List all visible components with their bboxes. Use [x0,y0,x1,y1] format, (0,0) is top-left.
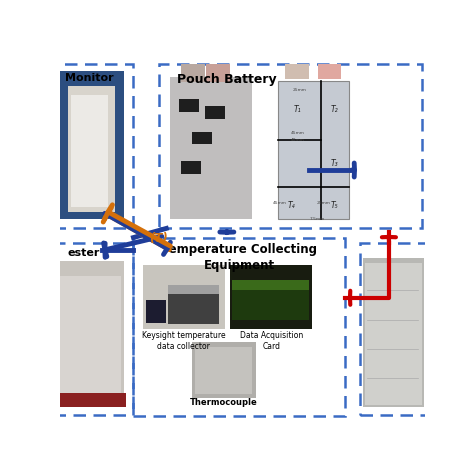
Bar [133,237,345,416]
Bar [181,161,201,173]
Bar [61,276,121,404]
Bar [72,95,108,207]
Bar [179,99,199,112]
Bar [192,342,255,398]
Text: (T): (T) [149,232,168,245]
Text: Monitor: Monitor [65,73,114,83]
Text: T₃: T₃ [330,159,338,168]
Bar [159,64,422,228]
Bar [285,64,309,79]
Bar [53,243,133,415]
Text: 45mm: 45mm [291,131,305,135]
Bar [360,243,429,415]
Text: Temperature Collecting
Equipment: Temperature Collecting Equipment [162,243,317,272]
Text: ester: ester [68,248,100,258]
Text: T₄: T₄ [288,201,295,210]
Bar [278,81,349,219]
Bar [230,265,312,329]
Text: T₂: T₂ [330,105,338,114]
Bar [57,261,124,407]
Text: Data Acquisition
Card: Data Acquisition Card [240,331,303,351]
Text: 7.5mm: 7.5mm [310,217,325,220]
Bar [143,265,225,329]
Text: Pouch Battery: Pouch Battery [177,73,276,86]
Bar [364,258,424,407]
Bar [181,64,205,82]
Text: T₅: T₅ [330,201,338,210]
Bar [205,106,225,119]
Bar [206,64,230,82]
Bar [232,286,309,320]
Text: 25mm: 25mm [316,201,330,205]
Bar [318,64,341,79]
Text: T₁: T₁ [294,105,301,114]
Bar [146,300,166,323]
Text: 45mm: 45mm [273,201,286,205]
Bar [365,263,422,405]
Bar [192,132,212,145]
Text: 40mm: 40mm [291,138,305,142]
Text: Keysight temperature
data collector: Keysight temperature data collector [142,331,226,351]
Bar [232,280,309,291]
Text: Thermocouple: Thermocouple [190,398,258,407]
Text: 25mm: 25mm [292,88,306,92]
Bar [168,289,219,324]
Bar [53,64,133,228]
Bar [170,77,252,219]
Bar [68,86,115,212]
Bar [168,285,219,294]
Bar [57,72,124,219]
Bar [195,347,252,394]
Bar [61,392,126,407]
